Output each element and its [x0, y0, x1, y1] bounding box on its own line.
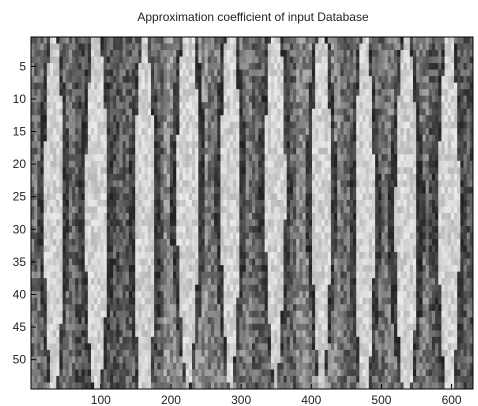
x-tick-label: 200 — [161, 393, 181, 406]
x-tick-label: 100 — [91, 393, 111, 406]
y-tick-label: 25 — [13, 190, 27, 204]
x-axis: 100 200 300 400 500 600 — [91, 384, 462, 406]
y-tick-label: 15 — [13, 125, 27, 139]
chart-title: Approximation coefficient of input Datab… — [137, 10, 369, 24]
image-tile — [75, 37, 120, 390]
y-tick-label: 5 — [19, 59, 26, 73]
y-tick-label: 35 — [13, 255, 27, 269]
image-tile — [340, 37, 385, 390]
image-tile — [384, 37, 430, 390]
image-tile — [252, 37, 297, 390]
image-tile — [163, 37, 209, 390]
x-tick-label: 500 — [371, 393, 391, 406]
y-tick-label: 10 — [13, 92, 27, 106]
image-tile — [428, 37, 474, 390]
x-tick-label: 300 — [231, 393, 251, 406]
image-tile — [207, 37, 253, 390]
plot-area — [30, 36, 474, 390]
y-tick-label: 50 — [13, 353, 27, 367]
image-tile — [296, 37, 341, 390]
image-tile — [31, 37, 76, 390]
y-tick-label: 40 — [13, 287, 27, 301]
y-tick-label: 30 — [13, 222, 27, 236]
x-tick-label: 400 — [301, 393, 321, 406]
x-tick-label: 600 — [442, 393, 462, 406]
y-tick-label: 45 — [13, 320, 27, 334]
image-tile — [119, 37, 164, 390]
y-axis: 5 10 15 20 25 30 35 40 45 50 — [13, 59, 36, 367]
y-tick-label: 20 — [13, 157, 27, 171]
axes-frame — [30, 36, 474, 390]
